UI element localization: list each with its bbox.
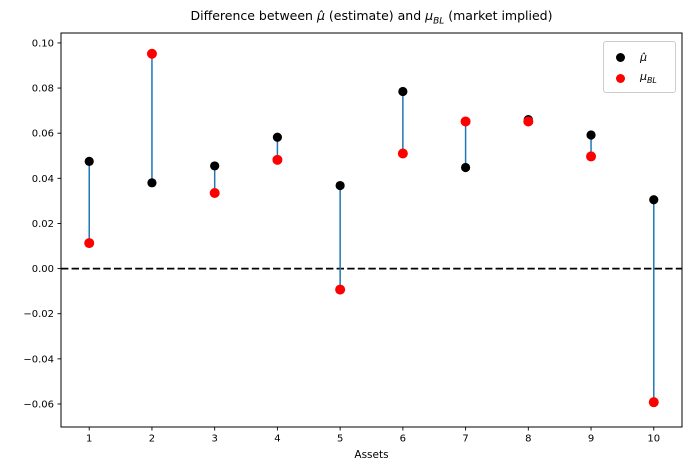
- mu-hat-point: [460, 162, 471, 173]
- mu-bl-point: [146, 48, 157, 59]
- chart-title-prefix: Difference between: [190, 8, 317, 23]
- mu-bl-marker-icon: [616, 74, 625, 83]
- mu-bl-point: [523, 116, 534, 127]
- mu-hat-point: [147, 178, 157, 188]
- mu-hat-symbol: μ̂: [316, 8, 325, 23]
- chart-title-suffix: (market implied): [444, 8, 553, 23]
- legend-label-mu-bl: μBL: [640, 70, 657, 86]
- x-tick-label: 3: [211, 434, 217, 445]
- mu-hat-point: [335, 180, 345, 191]
- y-tick-label: 0.02: [32, 219, 54, 230]
- y-tick-label: 0.10: [32, 38, 54, 49]
- chart-title: Difference between μ̂ (estimate) and μBL…: [61, 8, 682, 27]
- mu-hat-point: [649, 195, 659, 205]
- mu-hat-point: [586, 130, 596, 140]
- plot-border: [60, 32, 683, 428]
- mu-subscript: BL: [433, 16, 445, 27]
- x-tick-label: 9: [588, 434, 594, 445]
- x-tick-label: 10: [647, 434, 660, 445]
- mu-symbol: μ: [425, 8, 434, 23]
- mu-hat-point: [272, 132, 283, 142]
- x-tick-label: 4: [274, 434, 280, 445]
- x-tick-label: 5: [337, 434, 343, 445]
- mu-bl-point: [272, 154, 283, 165]
- y-tick-label: 0.04: [32, 174, 54, 185]
- mu-hat-point: [84, 156, 94, 166]
- chart-title-mid: (estimate) and: [324, 8, 426, 23]
- y-tick-label: 0.06: [32, 129, 54, 140]
- y-tick-label: −0.06: [23, 399, 54, 410]
- mu-bl-point: [648, 397, 659, 408]
- y-tick-label: 0.00: [32, 264, 54, 275]
- y-tick-label: −0.02: [23, 309, 54, 320]
- mu-hat-point: [210, 161, 220, 171]
- mu-bl-point: [397, 148, 408, 159]
- legend-label-mu-hat: μ̂: [640, 51, 647, 64]
- x-tick-label: 6: [400, 434, 406, 445]
- x-axis-title: Assets: [354, 449, 389, 461]
- mu-hat-marker-icon: [616, 53, 625, 62]
- mu-bl-point: [586, 151, 597, 162]
- legend-item-mu-bl: μBL: [604, 68, 675, 89]
- mu-bl-point: [335, 284, 346, 295]
- mu-hat-point: [398, 86, 408, 97]
- legend: μ̂ μBL: [603, 41, 676, 93]
- mu-bl-point: [209, 187, 220, 198]
- x-tick-label: 1: [86, 434, 92, 445]
- y-tick-label: 0.08: [32, 84, 54, 95]
- mu-bl-point: [460, 116, 471, 127]
- x-tick-label: 8: [525, 434, 531, 445]
- x-tick-label: 2: [149, 434, 155, 445]
- mu-bl-point: [84, 238, 95, 249]
- legend-item-mu-hat: μ̂: [604, 47, 675, 68]
- y-tick-label: −0.04: [23, 354, 54, 365]
- x-tick-label: 7: [462, 434, 468, 445]
